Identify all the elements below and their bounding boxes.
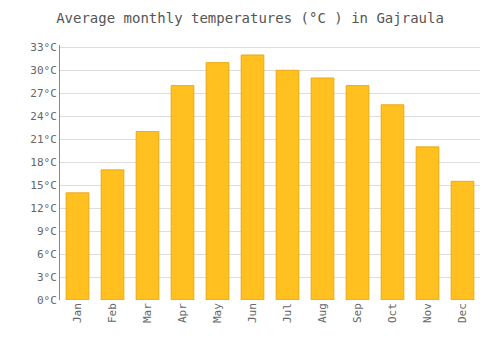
svg-text:Aug: Aug: [316, 303, 329, 323]
svg-text:Oct: Oct: [386, 303, 399, 323]
svg-text:15°C: 15°C: [30, 179, 57, 192]
svg-text:Nov: Nov: [421, 303, 434, 323]
svg-text:Apr: Apr: [176, 303, 189, 323]
svg-text:30°C: 30°C: [30, 64, 57, 77]
svg-text:May: May: [211, 303, 224, 323]
svg-text:0°C: 0°C: [37, 294, 57, 307]
svg-text:21°C: 21°C: [30, 133, 57, 146]
svg-text:Sep: Sep: [351, 303, 364, 323]
svg-text:33°C: 33°C: [30, 41, 57, 54]
svg-text:Jan: Jan: [71, 303, 84, 323]
svg-text:Jul: Jul: [281, 303, 294, 323]
svg-text:18°C: 18°C: [30, 156, 57, 169]
svg-text:27°C: 27°C: [30, 87, 57, 100]
svg-text:3°C: 3°C: [37, 271, 57, 284]
svg-text:Average monthly temperatures (: Average monthly temperatures (°C ) in Ga…: [56, 10, 444, 26]
svg-text:Jun: Jun: [246, 303, 259, 323]
svg-text:Feb: Feb: [106, 303, 119, 323]
svg-text:Dec: Dec: [456, 303, 469, 323]
svg-text:Mar: Mar: [141, 303, 154, 323]
svg-text:12°C: 12°C: [30, 202, 57, 215]
svg-text:24°C: 24°C: [30, 110, 57, 123]
svg-text:9°C: 9°C: [37, 225, 57, 238]
svg-text:6°C: 6°C: [37, 248, 57, 261]
